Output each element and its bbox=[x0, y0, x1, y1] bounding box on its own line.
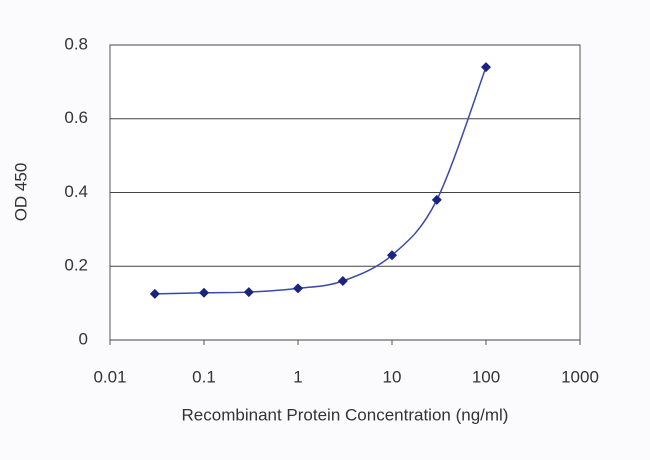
x-tick-label: 1000 bbox=[561, 367, 599, 386]
marker bbox=[337, 276, 348, 286]
y-tick-label: 0.6 bbox=[64, 108, 88, 127]
marker bbox=[387, 250, 397, 261]
marker bbox=[481, 62, 491, 73]
marker bbox=[293, 283, 303, 294]
y-tick-label: 0 bbox=[79, 329, 88, 348]
marker bbox=[149, 288, 160, 299]
y-tick-label: 0.4 bbox=[64, 182, 88, 201]
marker bbox=[243, 287, 254, 298]
marker bbox=[431, 194, 442, 205]
marker bbox=[199, 287, 209, 298]
x-tick-label: 0.01 bbox=[93, 367, 126, 386]
y-axis-label: OD 450 bbox=[11, 163, 30, 222]
x-tick-label: 0.1 bbox=[192, 367, 216, 386]
line bbox=[154, 66, 487, 295]
x-axis-label: Recombinant Protein Concentration (ng/ml… bbox=[182, 405, 509, 424]
y-tick-label: 0.2 bbox=[64, 256, 88, 275]
y-tick-label: 0.8 bbox=[64, 34, 88, 53]
x-tick-label: 10 bbox=[383, 367, 402, 386]
x-tick-label: 100 bbox=[472, 367, 500, 386]
x-tick-label: 1 bbox=[293, 367, 302, 386]
